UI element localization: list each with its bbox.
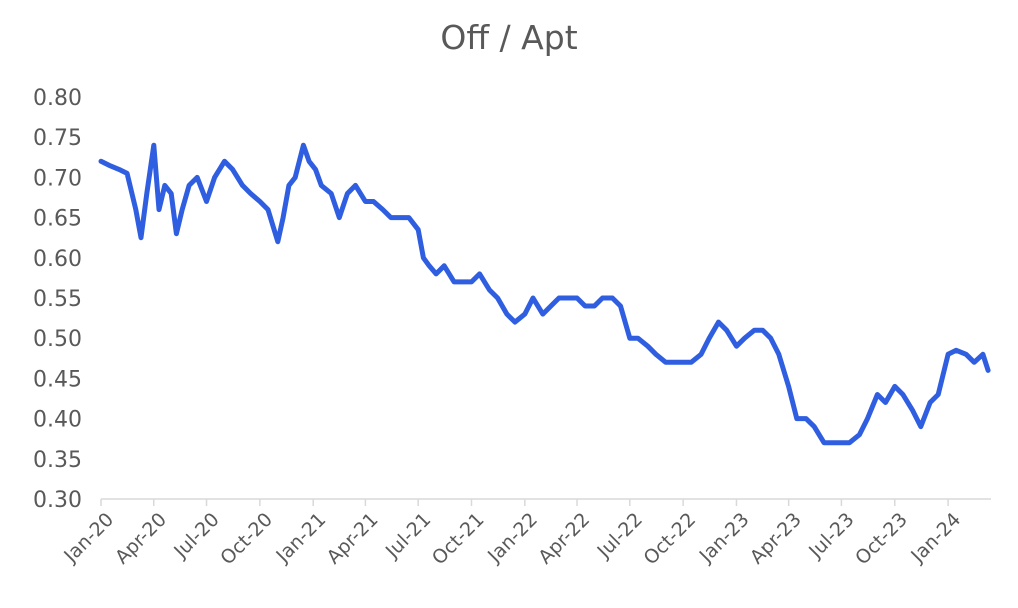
x-tick-label: Apr-23 [746, 509, 806, 569]
y-tick-label: 0.45 [33, 367, 82, 392]
x-tick-label: Apr-20 [111, 509, 171, 569]
x-tick-label: Jul-23 [804, 509, 858, 563]
x-tick-label: Jan-20 [59, 509, 118, 568]
x-tick-label: Apr-22 [534, 509, 594, 569]
x-tick-label: Jul-21 [381, 509, 435, 563]
y-tick-label: 0.40 [33, 408, 82, 433]
x-tick-label: Jan-21 [271, 509, 330, 568]
plot-area [98, 142, 991, 446]
y-tick-label: 0.70 [33, 166, 82, 191]
y-tick-label: 0.75 [33, 126, 82, 151]
y-tick-label: 0.50 [33, 327, 82, 352]
x-tick-label: Apr-21 [323, 509, 383, 569]
y-tick-label: 0.35 [33, 448, 82, 473]
series-line [98, 142, 991, 446]
y-tick-label: 0.65 [33, 207, 82, 232]
x-tick-label: Jan-22 [483, 509, 542, 568]
y-tick-label: 0.80 [33, 86, 82, 111]
y-tick-label: 0.60 [33, 247, 82, 272]
x-tick-label: Jul-22 [593, 509, 647, 563]
x-tick-label: Oct-22 [640, 509, 701, 570]
y-tick-label: 0.30 [33, 488, 82, 513]
y-axis: 0.30 0.35 0.40 0.45 0.50 0.55 0.60 0.65 0.70 0.75… [33, 86, 82, 513]
x-tick-label: Jan-24 [906, 509, 965, 568]
y-tick-label: 0.55 [33, 287, 82, 312]
x-tick-label: Oct-23 [851, 509, 912, 570]
x-tick-label: Jul-20 [169, 509, 223, 563]
x-tick-label: Jan-23 [695, 509, 754, 568]
chart-title: Off / Apt [440, 18, 578, 57]
x-tick-label: Oct-21 [428, 509, 489, 570]
x-tick-label: Oct-20 [216, 509, 277, 570]
